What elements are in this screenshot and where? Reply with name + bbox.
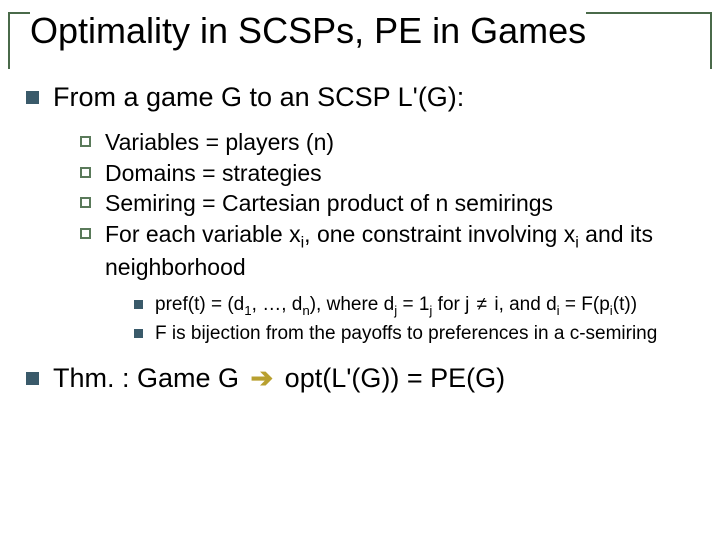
square-bullet-icon — [26, 372, 39, 385]
bullet-l2-semiring: Semiring = Cartesian product of n semiri… — [80, 189, 694, 218]
p3: ), where d — [310, 294, 394, 315]
sub-n: n — [302, 303, 309, 318]
bullet-l2-variables: Variables = players (n) — [80, 128, 694, 157]
small-square-bullet-icon — [134, 300, 143, 309]
title-wrap: Optimality in SCSPs, PE in Games — [20, 10, 700, 51]
sub-1: 1 — [244, 303, 251, 318]
l2d-pre: For each variable x — [105, 221, 301, 247]
p7: = F(p — [560, 294, 610, 315]
thm-pre: Thm. : Game G — [53, 363, 247, 393]
l2d-mid: , one constraint involving x — [304, 221, 575, 247]
bullet-l3-bijection: F is bijection from the payoffs to prefe… — [134, 322, 694, 347]
l2-text-a: Variables = players (n) — [105, 128, 334, 157]
bullet-l2-constraint: For each variable xi, one constraint inv… — [80, 220, 694, 281]
p4: = 1 — [397, 294, 429, 315]
l2-text-c: Semiring = Cartesian product of n semiri… — [105, 189, 553, 218]
p6: i, and d — [489, 294, 557, 315]
thm-text: Thm. : Game G ➔ opt(L'(G)) = PE(G) — [53, 362, 505, 394]
p5: for j — [432, 294, 474, 315]
bullet-l3-pref: pref(t) = (d1, …, dn), where dj = 1j for… — [134, 293, 694, 319]
bullet-l1-from-game: From a game G to an SCSP L'(G): — [26, 81, 694, 113]
neq-symbol: ≠ — [475, 294, 489, 315]
hollow-square-bullet-icon — [80, 197, 91, 208]
bullet-l2-domains: Domains = strategies — [80, 159, 694, 188]
l1-text: From a game G to an SCSP L'(G): — [53, 81, 464, 113]
bullet-l1-theorem: Thm. : Game G ➔ opt(L'(G)) = PE(G) — [26, 362, 694, 394]
hollow-square-bullet-icon — [80, 167, 91, 178]
l2-group: Variables = players (n) Domains = strate… — [80, 128, 694, 282]
title-region: Optimality in SCSPs, PE in Games — [0, 0, 720, 71]
square-bullet-icon — [26, 91, 39, 104]
hollow-square-bullet-icon — [80, 228, 91, 239]
l3-group: pref(t) = (d1, …, dn), where dj = 1j for… — [134, 293, 694, 346]
slide-title: Optimality in SCSPs, PE in Games — [30, 10, 586, 51]
right-arrow-icon: ➔ — [247, 363, 278, 393]
content-body: From a game G to an SCSP L'(G): Variable… — [0, 71, 720, 418]
p2: , …, d — [252, 294, 303, 315]
p1: pref(t) = (d — [155, 294, 244, 315]
l3-text-a: pref(t) = (d1, …, dn), where dj = 1j for… — [155, 293, 637, 319]
small-square-bullet-icon — [134, 329, 143, 338]
l3-text-b: F is bijection from the payoffs to prefe… — [155, 322, 657, 347]
p8: (t)) — [613, 294, 637, 315]
thm-post: opt(L'(G)) = PE(G) — [277, 363, 505, 393]
l2-text-b: Domains = strategies — [105, 159, 322, 188]
hollow-square-bullet-icon — [80, 136, 91, 147]
l2-text-d: For each variable xi, one constraint inv… — [105, 220, 694, 281]
